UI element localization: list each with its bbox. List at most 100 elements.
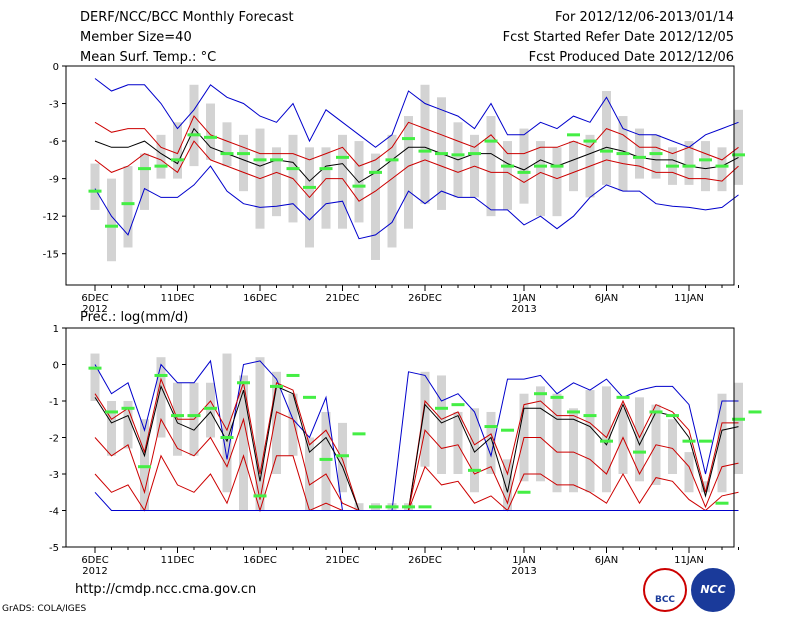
fcst-started-date: Fcst Started Refer Date 2012/12/05 [502, 30, 734, 45]
ensemble-box-31 [602, 91, 611, 185]
median-mark-4 [154, 164, 168, 168]
ensemble-box-11 [272, 371, 281, 474]
series-mean [94, 384, 739, 511]
x-tick-label: 6JAN [595, 555, 618, 566]
x-tick-year: 2012 [82, 566, 107, 577]
y-tick-label: 0 [53, 361, 59, 372]
ensemble-box-36 [684, 452, 694, 493]
median-mark-1 [105, 410, 118, 414]
median-mark-23 [468, 152, 481, 156]
median-mark-17 [369, 170, 382, 174]
median-mark-3 [138, 167, 151, 171]
ensemble-box-10 [255, 357, 265, 511]
median-mark-25 [501, 164, 514, 168]
ensemble-box-9 [239, 134, 248, 192]
median-mark-2 [121, 202, 135, 206]
ensemble-box-0 [90, 163, 100, 210]
ensemble-box-15 [338, 422, 347, 493]
median-mark-21 [435, 406, 448, 410]
plot-frame [65, 65, 735, 286]
ensemble-box-38 [717, 147, 727, 192]
median-mark-24 [484, 139, 498, 143]
fcst-produced-date: Fcst Produced Date 2012/12/06 [528, 50, 734, 65]
x-tick-label: 11DEC [161, 555, 195, 566]
forecast-period: For 2012/12/06-2013/01/14 [555, 10, 734, 25]
x-tick-label: 16DEC [243, 293, 277, 304]
ensemble-box-38 [717, 393, 727, 493]
ensemble-box-37 [701, 481, 710, 493]
median-mark-31 [600, 149, 613, 153]
x-tick-label: 26DEC [408, 555, 442, 566]
x-tick-year: 2012 [82, 304, 107, 315]
ncc-logo-text: NCC [700, 583, 726, 596]
series-outer-lower [94, 491, 739, 511]
y-tick-label: 1 [53, 324, 59, 335]
ensemble-box-34 [651, 134, 661, 179]
median-mark-11 [270, 158, 283, 162]
median-mark-0 [88, 189, 102, 193]
ensemble-box-24 [486, 411, 496, 474]
median-mark-8 [220, 436, 234, 439]
median-mark-18 [385, 158, 399, 162]
ensemble-box-5 [173, 122, 182, 179]
ensemble-box-35 [668, 419, 677, 474]
median-mark-20 [418, 149, 432, 153]
ensemble-box-3 [140, 153, 149, 210]
y-tick-label: -6 [49, 137, 59, 148]
ncc-logo: NCC [691, 568, 735, 612]
median-mark-8 [220, 152, 234, 156]
median-mark-40 [748, 410, 762, 414]
median-mark-33 [633, 155, 646, 159]
series-outer-lower [94, 165, 739, 240]
prec-panel-title: Prec.: log(mm/d) [80, 310, 188, 325]
series-mean [94, 127, 739, 184]
ensemble-box-7 [206, 103, 215, 160]
ensemble-box-1 [107, 178, 116, 262]
y-tick-label: 0 [53, 62, 59, 73]
median-mark-3 [138, 465, 151, 469]
ensemble-box-12 [288, 393, 298, 456]
product-title: DERF/NCC/BCC Monthly Forecast [80, 10, 294, 25]
median-mark-24 [484, 425, 498, 429]
median-mark-14 [319, 167, 333, 171]
source-url[interactable]: http://cmdp.ncc.cma.gov.cn [75, 582, 257, 597]
ensemble-box-6 [189, 84, 199, 167]
median-mark-9 [237, 152, 250, 156]
grads-credit: GrADS: COLA/IGES [2, 604, 87, 614]
median-mark-4 [154, 373, 168, 377]
member-size: Member Size=40 [80, 30, 192, 45]
x-tick-year: 2013 [511, 566, 536, 577]
ensemble-box-11 [272, 147, 281, 217]
median-mark-6 [187, 414, 201, 418]
temp-panel-title: Mean Surf. Temp.: °C [80, 50, 217, 65]
series-outer-upper [94, 359, 739, 511]
ensemble-box-28 [552, 147, 562, 217]
ensemble-box-1 [107, 401, 116, 456]
series-outer-upper [94, 78, 739, 148]
median-mark-1 [105, 224, 118, 228]
median-mark-15 [336, 155, 349, 159]
ensemble-box-7 [206, 382, 215, 438]
ensemble-box-23 [470, 408, 479, 493]
median-mark-27 [534, 164, 547, 168]
median-mark-33 [633, 450, 646, 454]
median-mark-7 [204, 135, 217, 139]
series-bottom-band [94, 454, 739, 513]
series-inner-upper [94, 115, 739, 167]
ensemble-box-0 [90, 353, 100, 401]
median-mark-32 [616, 395, 630, 399]
x-tick-label: 11JAN [674, 293, 704, 304]
ensemble-box-17 [371, 153, 380, 260]
x-tick-label: 1JAN [512, 555, 535, 566]
median-mark-31 [600, 439, 613, 443]
median-mark-38 [715, 501, 729, 505]
median-mark-25 [501, 428, 514, 432]
ensemble-box-9 [239, 375, 248, 511]
median-mark-13 [303, 185, 316, 189]
median-mark-5 [171, 414, 184, 418]
median-mark-32 [616, 152, 630, 156]
ensemble-box-20 [420, 371, 430, 467]
ensemble-box-30 [585, 390, 595, 493]
median-mark-0 [88, 366, 102, 370]
